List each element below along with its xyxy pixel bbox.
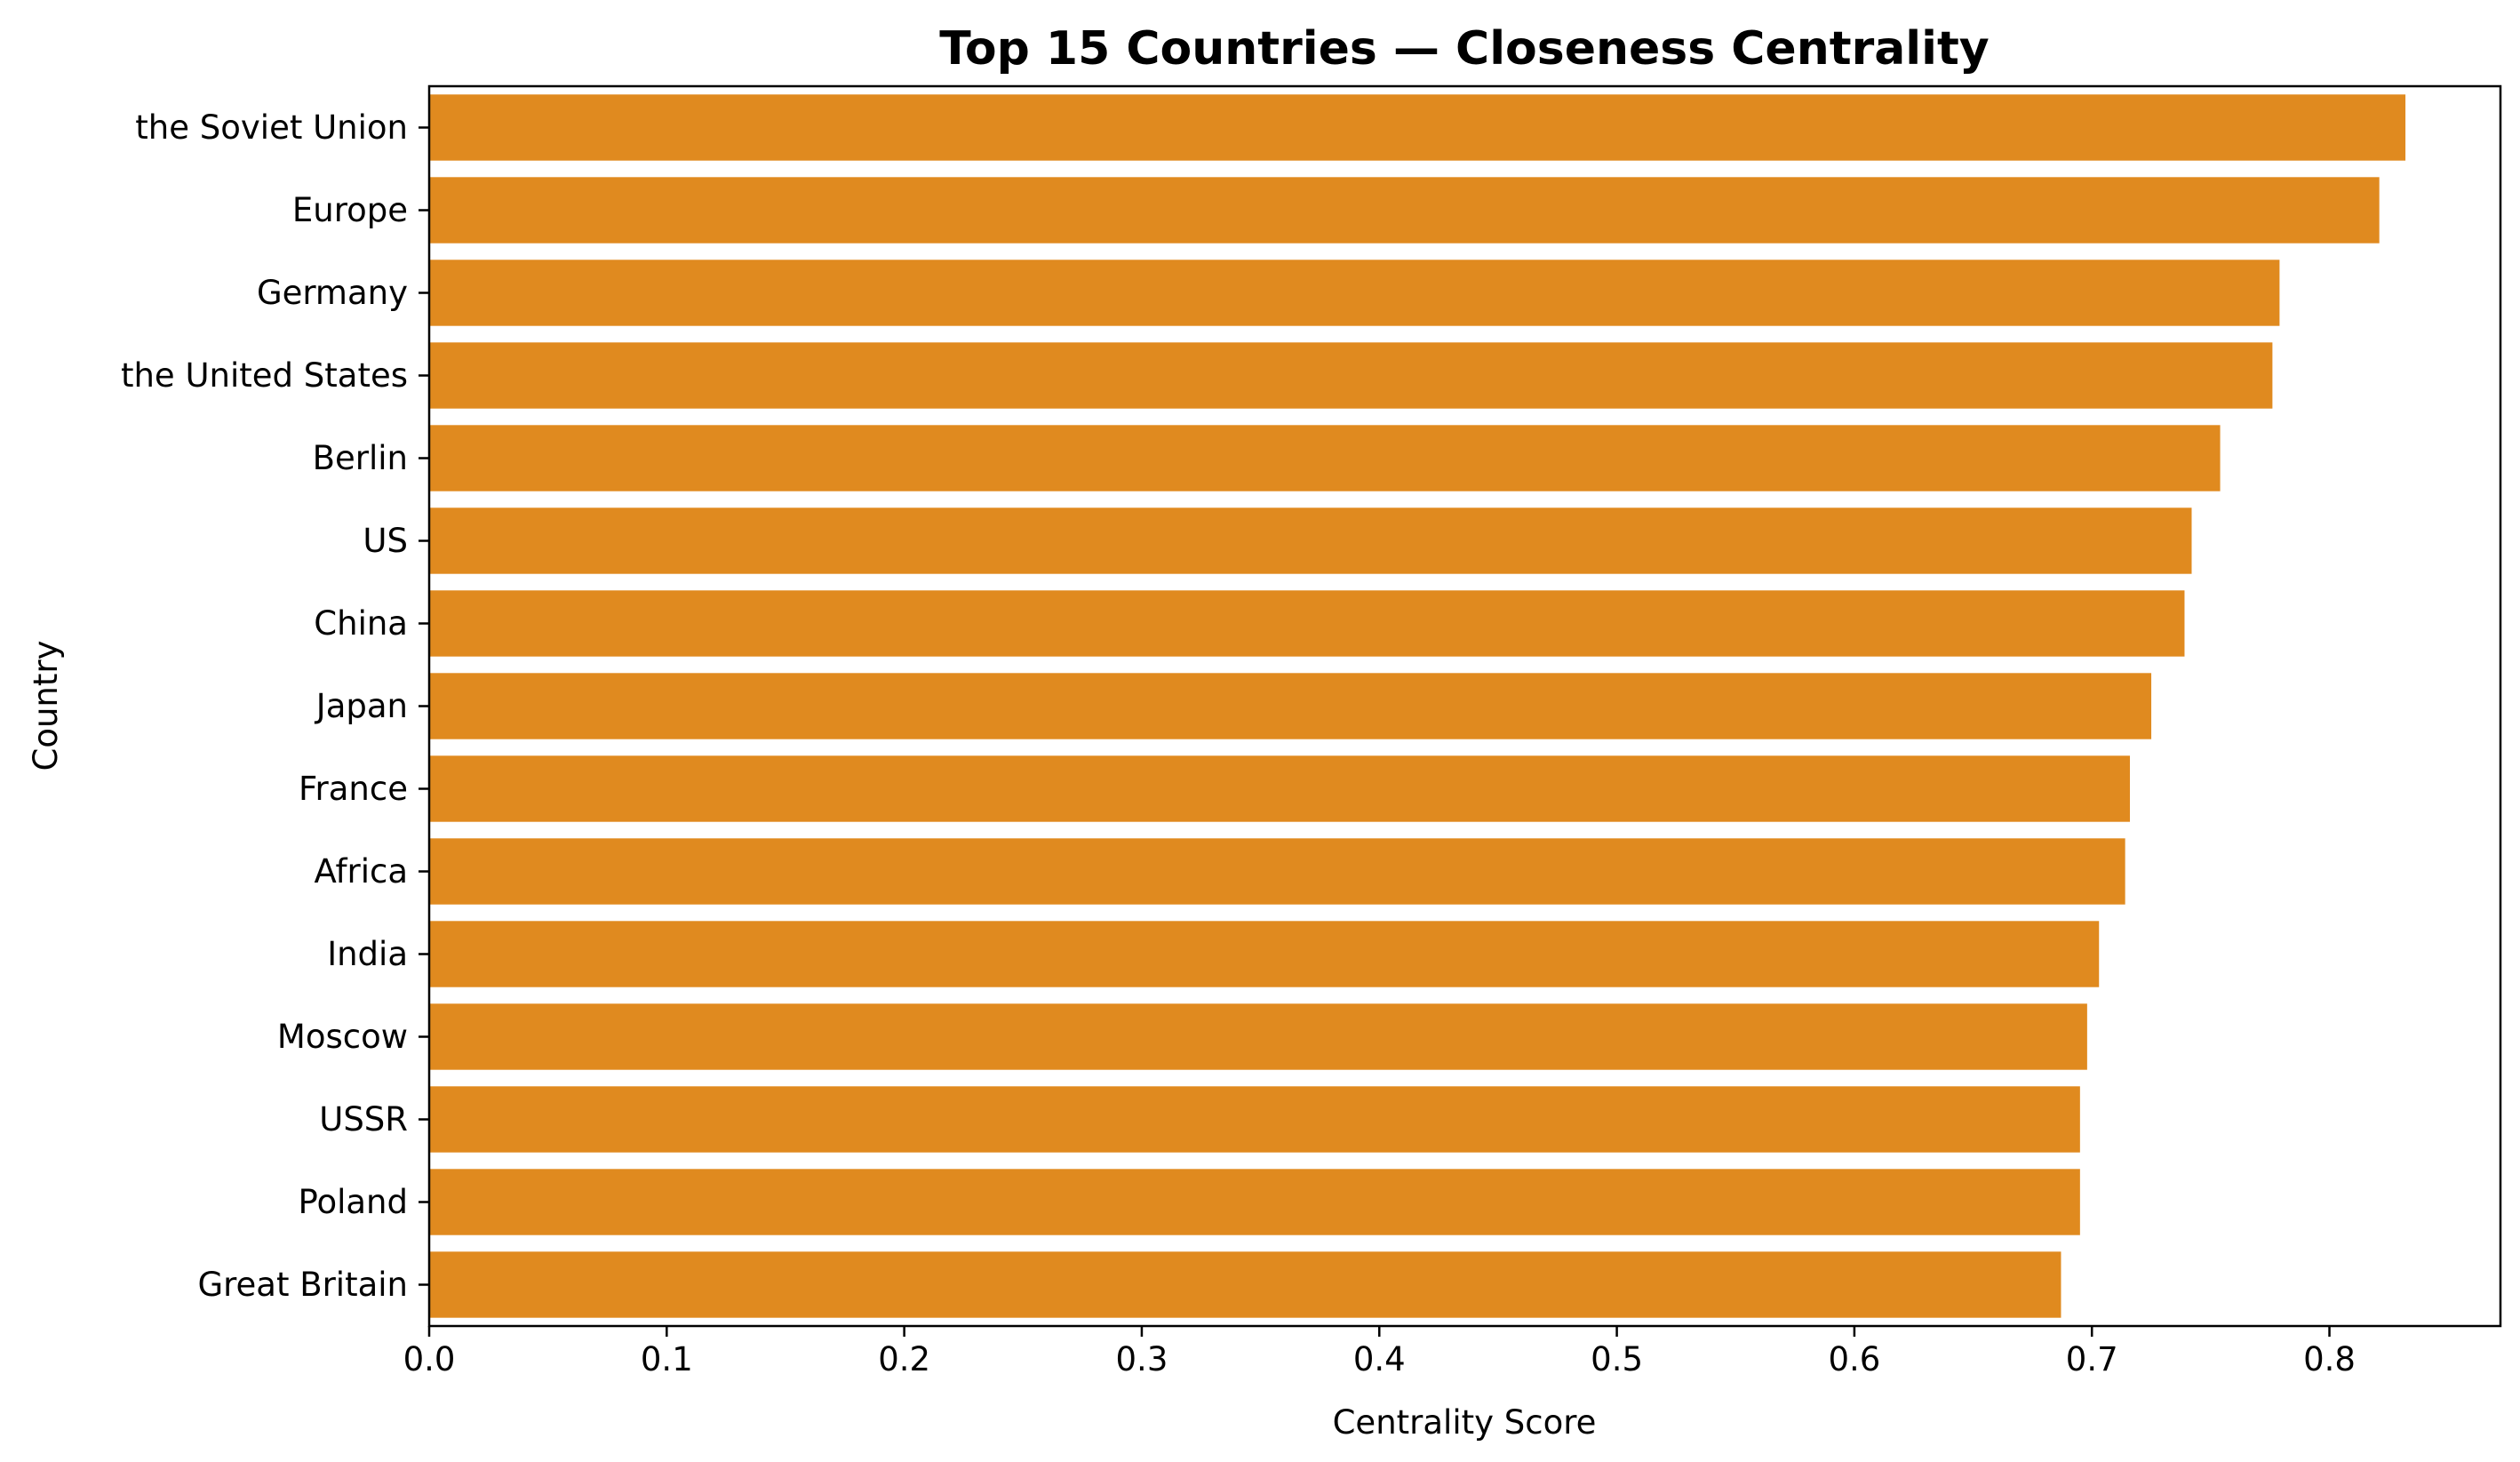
x-tick-label: 0.7: [2066, 1340, 2118, 1378]
plot-frame: [427, 84, 2502, 1328]
bar-10: [429, 838, 2125, 905]
y-tick-label: India: [327, 935, 408, 973]
y-tick-label: the United States: [121, 356, 408, 395]
bar-15: [429, 1251, 2061, 1318]
x-tick-label: 0.6: [1828, 1340, 1880, 1378]
x-tick-label: 0.1: [641, 1340, 693, 1378]
x-tick-label: 0.2: [878, 1340, 930, 1378]
y-tick-label: Poland: [298, 1183, 408, 1221]
x-axis-label: Centrality Score: [1333, 1403, 1597, 1442]
x-tick-label: 0.8: [2303, 1340, 2356, 1378]
y-tick-label: Germany: [257, 274, 408, 312]
y-tick-label: USSR: [319, 1100, 408, 1138]
bar-12: [429, 1003, 2087, 1070]
x-tick-label: 0.4: [1353, 1340, 1406, 1378]
chart-title: Top 15 Countries — Closeness Centrality: [939, 22, 1989, 76]
x-axis-ticks: 0.0 0.1 0.2 0.3 0.4 0.5 0.6 0.7 0.8: [403, 1326, 2356, 1378]
y-tick-label: Europe: [292, 191, 408, 229]
y-tick-label: Berlin: [313, 439, 408, 477]
x-tick-label: 0.5: [1591, 1340, 1643, 1378]
y-tick-label: China: [314, 604, 408, 643]
x-tick-label: 0.3: [1116, 1340, 1168, 1378]
bar-7: [429, 590, 2185, 657]
bar-9: [429, 755, 2130, 822]
y-axis-label: Country: [27, 641, 65, 771]
bar-6: [429, 507, 2192, 574]
y-tick-label: Great Britain: [197, 1266, 408, 1304]
bar-13: [429, 1086, 2080, 1153]
y-tick-label: France: [299, 770, 408, 808]
x-tick-label: 0.0: [403, 1340, 456, 1378]
bar-3: [429, 260, 2280, 326]
y-tick-label: Japan: [315, 687, 408, 725]
y-tick-label: US: [363, 522, 408, 560]
bar-8: [429, 673, 2152, 739]
bars-group: [429, 94, 2406, 1318]
bar-1: [429, 94, 2406, 161]
bar-14: [429, 1169, 2080, 1235]
bar-5: [429, 425, 2221, 491]
bar-4: [429, 342, 2273, 409]
bar-11: [429, 921, 2100, 987]
y-tick-label: Africa: [314, 852, 408, 891]
y-tick-label: the Soviet Union: [135, 108, 408, 147]
y-axis-ticks: the Soviet Union Europe Germany the United …: [121, 108, 429, 1304]
y-tick-label: Moscow: [277, 1018, 408, 1056]
bar-2: [429, 177, 2380, 244]
